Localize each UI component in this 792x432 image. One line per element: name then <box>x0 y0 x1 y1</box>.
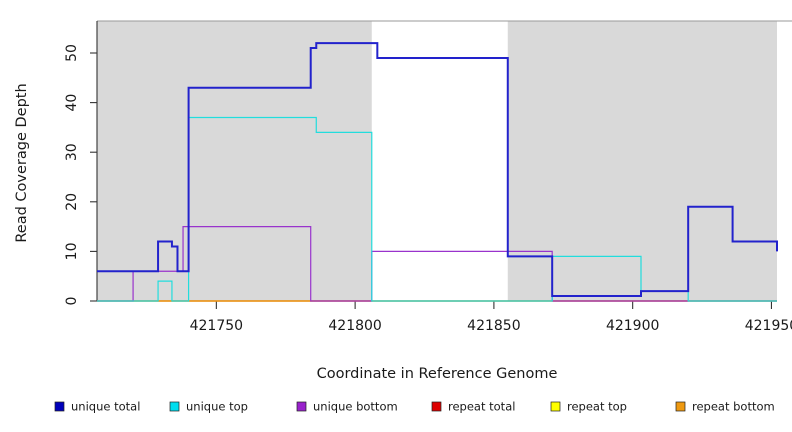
shaded-region <box>97 21 372 301</box>
x-tick-label: 421850 <box>467 318 520 334</box>
x-tick-label: 421800 <box>328 318 381 334</box>
legend-swatch-repeat-top[interactable] <box>550 401 561 412</box>
y-tick-label: 20 <box>64 193 80 211</box>
x-axis-title: Coordinate in Reference Genome <box>317 366 558 382</box>
legend-swatch-unique-bottom[interactable] <box>296 401 307 412</box>
y-tick-group: 0 10 20 30 40 50 <box>64 44 97 305</box>
legend-swatch-repeat-bottom[interactable] <box>675 401 686 412</box>
x-tick-label: 421750 <box>190 318 243 334</box>
legend: unique total unique top unique bottom repea… <box>54 400 775 414</box>
series-line-unique-total <box>97 42 778 298</box>
x-tick-label: 421950 <box>745 318 792 334</box>
y-tick-label: 40 <box>64 94 80 112</box>
y-axis-title: Read Coverage Depth <box>14 83 30 242</box>
legend-swatch-unique-total[interactable] <box>54 401 65 412</box>
legend-label-unique-bottom[interactable]: unique bottom <box>313 400 398 414</box>
y-tick-label: 30 <box>64 143 80 161</box>
legend-label-unique-top[interactable]: unique top <box>186 400 248 414</box>
legend-label-repeat-top[interactable]: repeat top <box>567 400 627 414</box>
shaded-region <box>507 21 777 301</box>
x-tick-group: 421750 421800 421850 421900 421950 <box>190 301 792 334</box>
y-tick-label: 10 <box>64 242 80 260</box>
y-tick-label: 0 <box>64 297 80 306</box>
data-series-group <box>97 42 778 302</box>
legend-label-repeat-total[interactable]: repeat total <box>448 400 515 414</box>
x-tick-label: 421900 <box>606 318 659 334</box>
legend-swatch-unique-top[interactable] <box>169 401 180 412</box>
legend-swatch-repeat-total[interactable] <box>431 401 442 412</box>
y-tick-label: 50 <box>64 44 80 62</box>
legend-label-unique-total[interactable]: unique total <box>71 400 140 414</box>
legend-label-repeat-bottom[interactable]: repeat bottom <box>692 400 775 414</box>
shaded-region-group <box>97 20 792 301</box>
